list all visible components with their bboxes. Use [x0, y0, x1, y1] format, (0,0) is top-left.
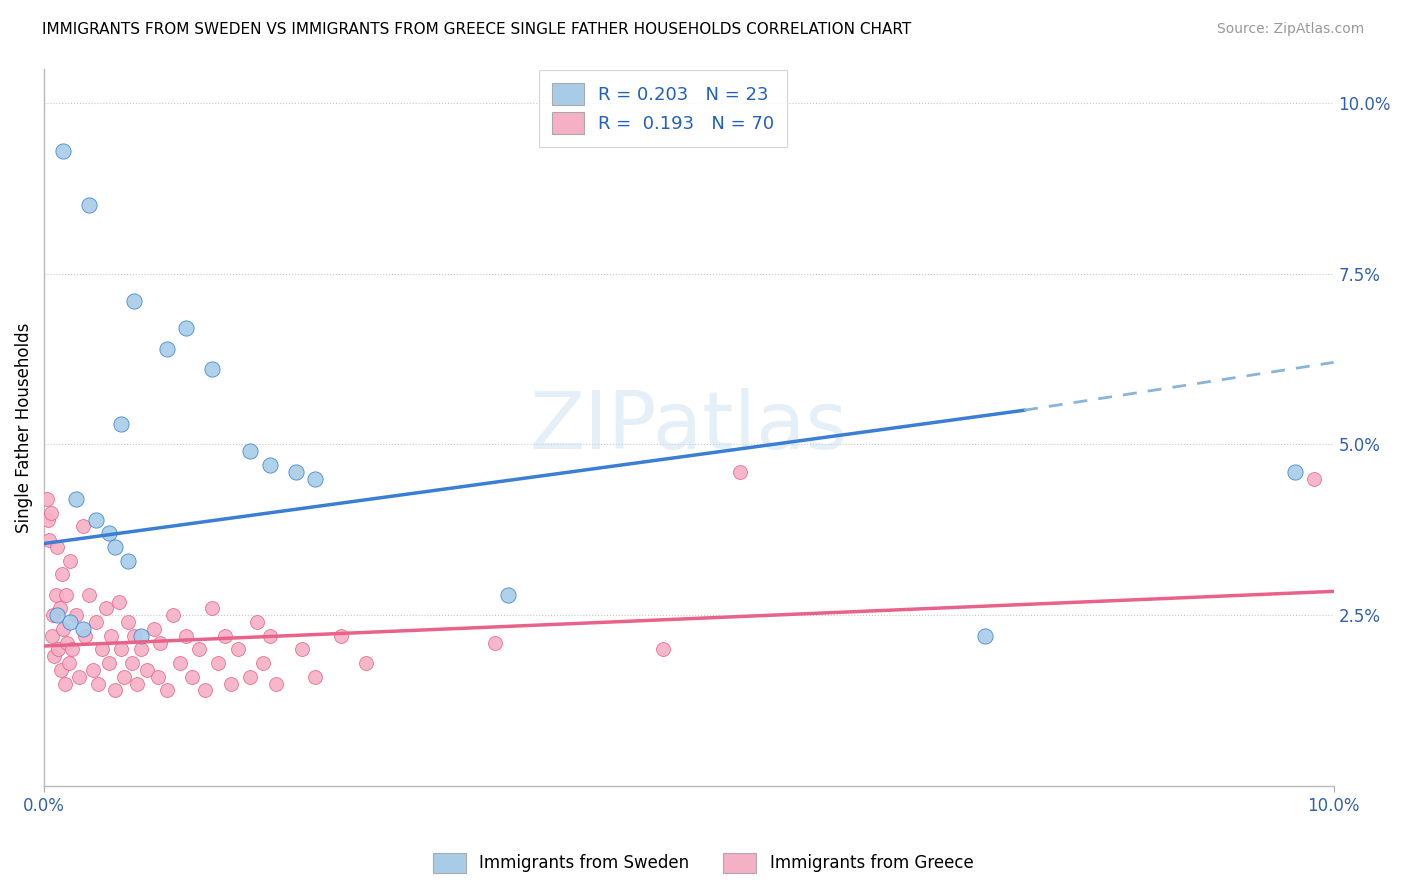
Point [84, 513, 107, 527]
Point [77, 588, 100, 602]
Point [42, 608, 65, 623]
Point [41, 629, 63, 643]
Point [35, 492, 58, 507]
Point [108, 594, 131, 608]
Point [259, 629, 281, 643]
Y-axis label: Single Father Households: Single Father Households [15, 322, 32, 533]
Point [87, 676, 110, 690]
Point [67, 670, 90, 684]
Point [59, 615, 82, 629]
Point [174, 321, 197, 335]
Point [58, 656, 80, 670]
Point [82, 663, 104, 677]
Point [56, 635, 79, 649]
Legend: R = 0.203   N = 23, R =  0.193   N = 70: R = 0.203 N = 23, R = 0.193 N = 70 [538, 70, 787, 147]
Point [72, 519, 94, 533]
Point [142, 622, 165, 636]
Point [484, 635, 506, 649]
Text: Source: ZipAtlas.com: Source: ZipAtlas.com [1216, 22, 1364, 37]
Point [59, 553, 82, 567]
Point [121, 656, 143, 670]
Point [174, 629, 197, 643]
Point [156, 683, 179, 698]
Point [117, 615, 139, 629]
Point [169, 656, 191, 670]
Point [46, 608, 69, 623]
Point [194, 683, 217, 698]
Point [219, 676, 242, 690]
Point [37, 513, 59, 527]
Point [201, 601, 224, 615]
Point [136, 663, 159, 677]
Point [329, 629, 352, 643]
Point [201, 362, 224, 376]
Point [110, 642, 132, 657]
Point [1303, 472, 1326, 486]
Point [45, 588, 67, 602]
Point [38, 533, 60, 547]
Point [52, 144, 75, 158]
Point [239, 670, 262, 684]
Text: ZIPatlas: ZIPatlas [530, 388, 848, 467]
Point [97, 656, 120, 670]
Point [974, 629, 997, 643]
Point [46, 540, 69, 554]
Point [104, 683, 127, 698]
Point [146, 670, 169, 684]
Point [259, 458, 281, 472]
Point [129, 629, 152, 643]
Point [48, 601, 70, 615]
Point [730, 465, 752, 479]
Point [72, 622, 94, 636]
Point [214, 629, 236, 643]
Point [46, 642, 69, 657]
Text: IMMIGRANTS FROM SWEDEN VS IMMIGRANTS FROM GREECE SINGLE FATHER HOUSEHOLDS CORREL: IMMIGRANTS FROM SWEDEN VS IMMIGRANTS FRO… [42, 22, 911, 37]
Point [226, 642, 249, 657]
Point [246, 615, 269, 629]
Point [356, 656, 378, 670]
Point [55, 588, 77, 602]
Point [97, 526, 120, 541]
Point [65, 492, 87, 507]
Point [187, 642, 209, 657]
Point [181, 670, 204, 684]
Point [284, 465, 307, 479]
Point [124, 293, 146, 308]
Point [124, 629, 146, 643]
Point [149, 635, 172, 649]
Point [162, 608, 184, 623]
Point [77, 198, 100, 212]
Point [125, 676, 148, 690]
Point [75, 629, 97, 643]
Point [52, 622, 75, 636]
Point [91, 642, 114, 657]
Point [498, 588, 520, 602]
Point [304, 472, 326, 486]
Point [94, 601, 117, 615]
Point [51, 567, 73, 582]
Point [112, 670, 135, 684]
Point [264, 676, 287, 690]
Point [291, 642, 314, 657]
Point [39, 506, 62, 520]
Point [239, 444, 262, 458]
Point [100, 629, 122, 643]
Point [65, 608, 87, 623]
Point [1284, 465, 1306, 479]
Point [62, 642, 84, 657]
Point [156, 342, 179, 356]
Point [104, 540, 127, 554]
Point [49, 663, 72, 677]
Legend: Immigrants from Sweden, Immigrants from Greece: Immigrants from Sweden, Immigrants from … [426, 847, 980, 880]
Point [207, 656, 229, 670]
Point [304, 670, 326, 684]
Point [652, 642, 675, 657]
Point [252, 656, 274, 670]
Point [129, 642, 152, 657]
Point [117, 553, 139, 567]
Point [84, 615, 107, 629]
Point [44, 649, 66, 664]
Point [110, 417, 132, 431]
Point [53, 676, 76, 690]
